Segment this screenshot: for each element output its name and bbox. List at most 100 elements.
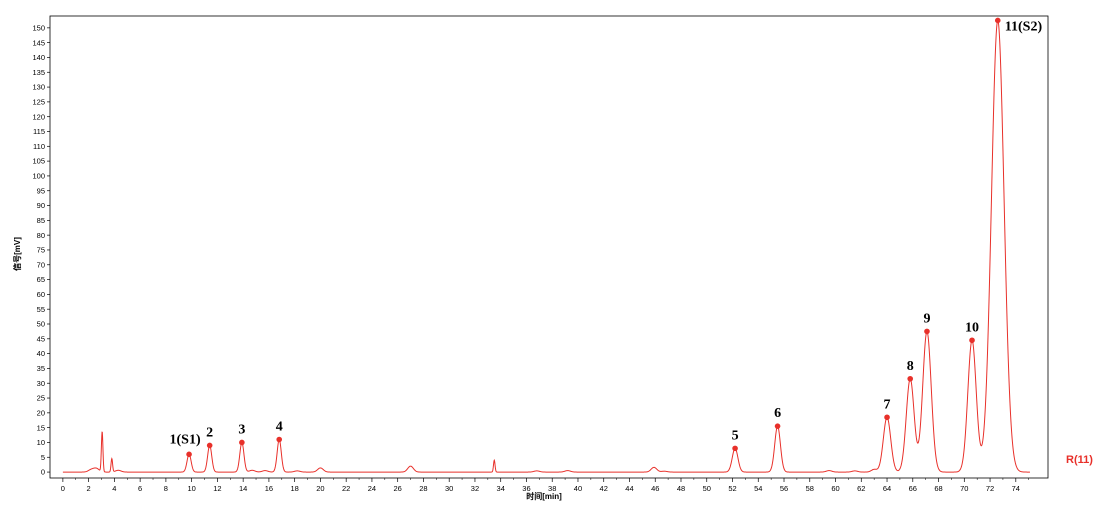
y-tick-label: 80 — [37, 231, 45, 240]
x-tick-label: 74 — [1012, 484, 1020, 493]
y-tick-label: 35 — [37, 364, 45, 373]
plot-frame — [49, 15, 1049, 479]
peak-label: 8 — [907, 359, 914, 374]
y-tick-label: 40 — [37, 349, 45, 358]
x-tick-label: 54 — [754, 484, 762, 493]
x-tick-label: 40 — [574, 484, 582, 493]
x-tick-label: 34 — [497, 484, 505, 493]
x-tick-label: 42 — [600, 484, 608, 493]
peak-label: 5 — [732, 428, 739, 443]
peak-marker — [732, 445, 738, 452]
y-tick-label: 95 — [37, 186, 45, 195]
y-tick-label: 20 — [37, 408, 45, 417]
x-tick-label: 64 — [883, 484, 891, 493]
x-tick-label: 26 — [394, 484, 402, 493]
x-tick-label: 30 — [445, 484, 453, 493]
peak-label: 1(S1) — [170, 432, 201, 447]
peak-label: 6 — [774, 406, 781, 421]
y-tick-label: 150 — [32, 23, 45, 32]
x-tick-label: 4 — [112, 484, 116, 493]
x-tick-label: 0 — [61, 484, 65, 493]
peak-marker — [774, 423, 781, 429]
x-tick-label: 44 — [625, 484, 633, 493]
y-tick-label: 135 — [32, 68, 45, 77]
y-tick-label: 55 — [37, 305, 45, 314]
peak-marker — [206, 442, 213, 449]
x-tick-label: 20 — [316, 484, 324, 493]
peak-label: 11(S2) — [1005, 19, 1043, 34]
x-tick-label: 58 — [806, 484, 814, 493]
x-tick-label: 48 — [677, 484, 685, 493]
x-tick-label: 12 — [213, 484, 221, 493]
x-tick-label: 14 — [239, 484, 247, 493]
y-tick-label: 110 — [33, 142, 45, 151]
x-tick-label: 50 — [703, 484, 711, 493]
x-tick-label: 46 — [651, 484, 659, 493]
y-tick-label: 120 — [32, 112, 45, 121]
peak-marker — [884, 414, 890, 421]
y-tick-label: 50 — [37, 320, 45, 329]
series-label: R(11) — [1066, 454, 1093, 466]
x-tick-label: 68 — [934, 484, 942, 493]
y-tick-label: 70 — [37, 260, 45, 269]
x-tick-label: 60 — [831, 484, 839, 493]
peak-label: 7 — [884, 397, 891, 412]
y-tick-label: 65 — [37, 275, 45, 284]
x-tick-label: 6 — [138, 484, 142, 493]
x-tick-label: 22 — [342, 484, 350, 493]
chromatogram-trace — [62, 19, 1030, 473]
peak-marker — [239, 439, 245, 446]
peak-markers-layer — [186, 17, 1001, 458]
y-tick-label: 60 — [37, 290, 45, 299]
peak-label: 4 — [276, 420, 283, 435]
x-tick-label: 56 — [780, 484, 788, 493]
peak-label: 10 — [965, 320, 979, 335]
x-tick-label: 36 — [522, 484, 530, 493]
peak-marker — [907, 375, 914, 382]
x-tick-label: 70 — [960, 484, 968, 493]
y-tick-label: 30 — [37, 379, 45, 388]
x-axis-label: 时间[min] — [526, 491, 562, 501]
y-tick-label: 10 — [37, 438, 45, 447]
y-tick-label: 100 — [32, 172, 45, 181]
y-axis-label: 信号[mV] — [12, 237, 22, 271]
peak-label: 9 — [923, 311, 930, 326]
x-tick-label: 66 — [909, 484, 917, 493]
y-tick-label: 125 — [32, 97, 45, 106]
axes-layer: 0510152025303540455055606570758085909510… — [32, 15, 1049, 493]
y-tick-label: 25 — [37, 394, 45, 403]
y-tick-label: 15 — [37, 423, 45, 432]
x-tick-label: 52 — [728, 484, 736, 493]
x-tick-label: 10 — [187, 484, 195, 493]
peak-marker — [994, 17, 1001, 24]
x-tick-label: 2 — [87, 484, 91, 493]
peak-label: 3 — [238, 422, 245, 437]
x-tick-label: 18 — [290, 484, 298, 493]
y-tick-label: 85 — [37, 216, 45, 225]
trace-layer — [62, 19, 1030, 473]
y-tick-label: 75 — [37, 246, 45, 255]
x-tick-label: 16 — [265, 484, 273, 493]
peak-marker — [969, 337, 975, 344]
y-tick-label: 115 — [33, 127, 45, 136]
x-tick-label: 62 — [857, 484, 865, 493]
y-tick-label: 130 — [32, 83, 45, 92]
peak-marker — [924, 328, 930, 335]
peak-marker — [186, 451, 192, 458]
y-tick-label: 45 — [37, 334, 45, 343]
y-tick-label: 5 — [41, 453, 45, 462]
x-tick-label: 38 — [548, 484, 556, 493]
peak-label: 2 — [206, 425, 213, 440]
x-tick-label: 32 — [471, 484, 479, 493]
y-tick-label: 90 — [37, 201, 45, 210]
y-tick-label: 140 — [32, 53, 45, 62]
x-tick-label: 28 — [419, 484, 427, 493]
x-tick-label: 8 — [164, 484, 168, 493]
peak-marker — [276, 436, 283, 443]
x-tick-label: 24 — [368, 484, 376, 493]
y-tick-label: 145 — [32, 38, 45, 47]
x-tick-label: 72 — [986, 484, 994, 493]
peak-labels-layer: 1(S1) 2 3 4 5 6 7 8 9 10 11(S2) — [170, 19, 1043, 447]
